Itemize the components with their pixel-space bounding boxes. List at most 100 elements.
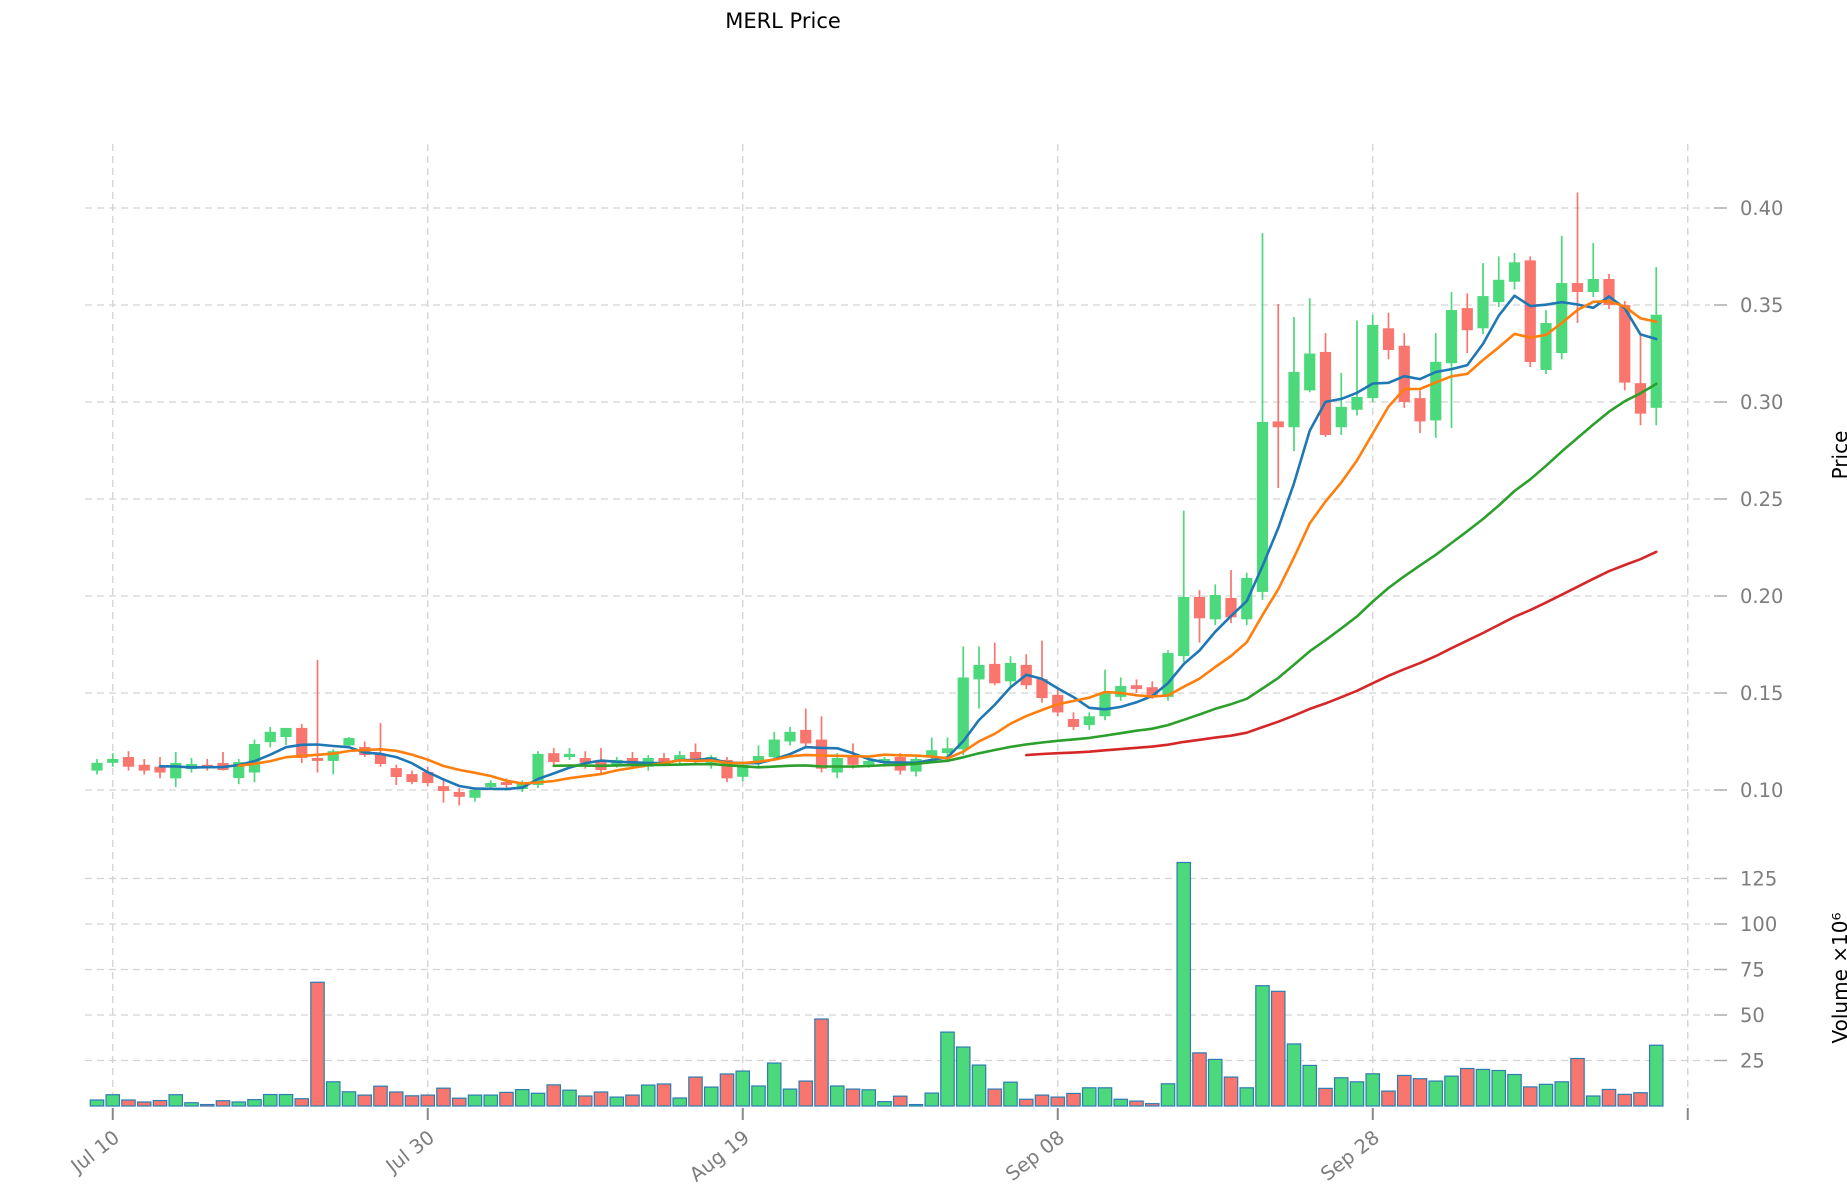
candle-body: [1571, 283, 1584, 293]
volume-bar: [987, 1088, 1003, 1107]
volume-bar: [199, 1103, 215, 1107]
volume-bar: [609, 1096, 625, 1107]
volume-axis-label: Volume ×10⁶: [1828, 912, 1847, 1044]
volume-bar: [89, 1099, 105, 1107]
candle-body: [658, 757, 670, 763]
volume-bar: [1160, 1083, 1176, 1107]
candle-body: [1225, 597, 1237, 618]
volume-bar: [1648, 1044, 1664, 1107]
volume-bar: [562, 1089, 577, 1107]
candle-body: [1272, 421, 1284, 428]
volume-bar: [136, 1101, 152, 1107]
candle-body: [1414, 398, 1426, 422]
tick-label: Sep 28: [1316, 1126, 1384, 1186]
candle-body: [1382, 328, 1395, 351]
ma-line-sma60: [1025, 550, 1658, 757]
tick-label: 25: [1740, 1050, 1765, 1073]
candle-body: [1524, 260, 1536, 363]
candle-body: [170, 763, 182, 779]
volume-bar: [1239, 1087, 1255, 1107]
candle-body: [674, 755, 686, 760]
volume-bar: [1412, 1078, 1428, 1107]
volume-bar: [1570, 1057, 1585, 1107]
volume-bar: [1365, 1073, 1381, 1107]
volume-bar: [1396, 1074, 1412, 1107]
candle-body: [1493, 279, 1505, 303]
volume-bar: [1491, 1069, 1507, 1107]
candle-body: [390, 768, 402, 778]
candle-body: [1398, 345, 1410, 402]
tick-label: 50: [1740, 1004, 1765, 1027]
volume-bar: [908, 1103, 924, 1107]
volume-bar: [451, 1097, 467, 1107]
tick-label: 0.30: [1740, 391, 1783, 414]
volume-bar: [420, 1094, 436, 1107]
candle-body: [752, 756, 765, 762]
volume-bar: [388, 1091, 404, 1107]
candle-body: [1508, 262, 1521, 282]
tick-label: 0.25: [1740, 488, 1783, 511]
candle-body: [910, 758, 922, 772]
volume-bar: [1223, 1076, 1239, 1107]
volume-bar: [499, 1091, 514, 1107]
volume-bar: [1066, 1092, 1081, 1107]
candle-body: [1178, 596, 1190, 657]
candle-body: [1650, 314, 1662, 408]
candle-body: [800, 729, 812, 744]
tick-label: Aug 19: [685, 1126, 754, 1187]
candle-body: [1304, 353, 1316, 391]
volume-bar: [845, 1088, 861, 1107]
volume-bar: [798, 1080, 814, 1107]
tick-label: 0.20: [1740, 585, 1783, 608]
volume-bar: [577, 1095, 593, 1107]
volume-bar: [688, 1076, 703, 1107]
candle-body: [296, 727, 308, 758]
moving-averages: [158, 294, 1658, 791]
tick-label: Jul 30: [380, 1126, 439, 1179]
volume-bar: [1207, 1058, 1223, 1107]
volume-bar: [436, 1087, 451, 1107]
tick-label: 75: [1740, 959, 1765, 982]
volume-bar: [105, 1094, 121, 1107]
candle-body: [1099, 693, 1111, 717]
volume-bars: [89, 861, 1664, 1107]
candle-body: [815, 739, 828, 769]
volume-bar: [1113, 1098, 1129, 1107]
candle-body: [343, 738, 355, 746]
candle-body: [1367, 324, 1379, 399]
candle-body: [1603, 279, 1615, 305]
candle-body: [138, 764, 150, 771]
volume-bar: [1475, 1068, 1491, 1107]
volume-bar: [231, 1101, 247, 1107]
volume-bar: [1129, 1100, 1144, 1107]
candle-body: [280, 727, 292, 738]
volume-bar: [1176, 861, 1192, 1107]
candle-body: [1162, 653, 1174, 697]
tick-label: 0.10: [1740, 779, 1783, 802]
candle-body: [1256, 421, 1269, 592]
volume-bar: [924, 1092, 940, 1107]
candle-body: [784, 731, 796, 742]
volume-bar: [861, 1089, 877, 1107]
tick-label: Sep 08: [1001, 1126, 1069, 1186]
volume-bar: [184, 1102, 199, 1107]
volume-bar: [247, 1099, 262, 1107]
volume-bar: [357, 1094, 373, 1107]
tick-label: 125: [1740, 868, 1777, 891]
candle-body: [374, 754, 387, 765]
volume-bar: [1522, 1086, 1538, 1107]
candle-body: [516, 783, 528, 790]
candle-body: [721, 759, 733, 779]
volume-bar: [1003, 1081, 1018, 1107]
volume-bar: [1144, 1103, 1160, 1107]
candle-body: [989, 663, 1001, 684]
candle-body: [1146, 687, 1158, 695]
candle-body: [878, 758, 891, 763]
volume-bar: [1097, 1087, 1113, 1107]
volume-bar: [1050, 1096, 1066, 1107]
volume-bar: [971, 1064, 987, 1107]
candle-body: [264, 731, 276, 743]
candle-body: [926, 750, 938, 758]
volume-bar: [294, 1098, 310, 1107]
